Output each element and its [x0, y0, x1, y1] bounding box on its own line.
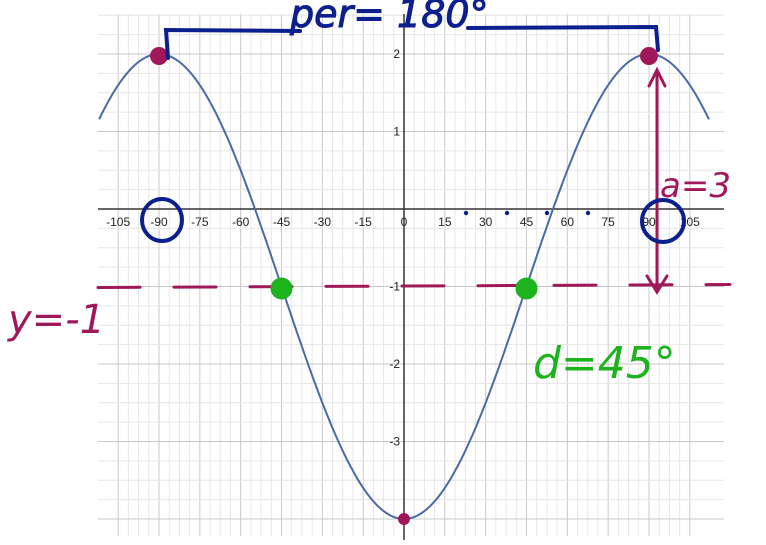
period-bracket [163, 24, 660, 60]
x-tick-label: -60 [232, 215, 250, 229]
y-tick-label: -3 [389, 435, 400, 449]
amplitude-arrow [645, 66, 669, 295]
midline-group [96, 283, 732, 289]
circle-pos-90 [640, 198, 686, 244]
maximum-point [150, 47, 169, 65]
point-marks [150, 47, 658, 525]
x-tick-label: -30 [314, 215, 332, 229]
x-tick-label: 0 [401, 215, 408, 229]
midline-crossing-point [270, 277, 293, 300]
y-tick-label: 2 [393, 47, 400, 61]
grid [98, 14, 724, 536]
x-tick-label: 75 [601, 215, 615, 229]
period-annotation: per= 180° [289, 0, 489, 36]
x-tick-label: 45 [520, 215, 534, 229]
x-tick-label: -90 [150, 215, 168, 229]
tick-labels: -105 -90 -75 -60 -45 -30 -15 0 15 30 45 60 75 90 10521… [106, 47, 700, 449]
amplitude-annotation: a=3 [660, 166, 731, 206]
x-tick-label: -45 [273, 215, 291, 229]
x-tick-label: -15 [354, 215, 372, 229]
midline [96, 283, 732, 289]
small-dots [463, 210, 591, 216]
minimum-point [398, 513, 410, 525]
midline-annotation: y=-1 [7, 297, 105, 343]
axes [98, 14, 724, 540]
x-tick-label: -105 [106, 215, 130, 229]
x-tick-label: 60 [561, 215, 575, 229]
x-tick-label: -75 [191, 215, 209, 229]
phase-annotation: d=45° [533, 338, 676, 389]
y-tick-label: -1 [389, 280, 400, 294]
midline-crossing-point [515, 277, 538, 300]
maximum-point [639, 47, 658, 65]
circle-neg-90 [140, 197, 184, 243]
x-tick-label: 90 [642, 215, 656, 229]
x-tick-label: 30 [479, 215, 493, 229]
y-tick-label: -2 [389, 357, 400, 371]
y-tick-label: 1 [393, 125, 400, 139]
x-tick-label: 15 [438, 215, 452, 229]
